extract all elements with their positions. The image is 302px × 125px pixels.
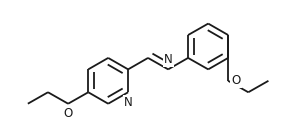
Text: O: O [63, 107, 73, 120]
Text: O: O [232, 74, 241, 87]
Text: N: N [124, 96, 133, 109]
Text: N: N [164, 53, 172, 66]
